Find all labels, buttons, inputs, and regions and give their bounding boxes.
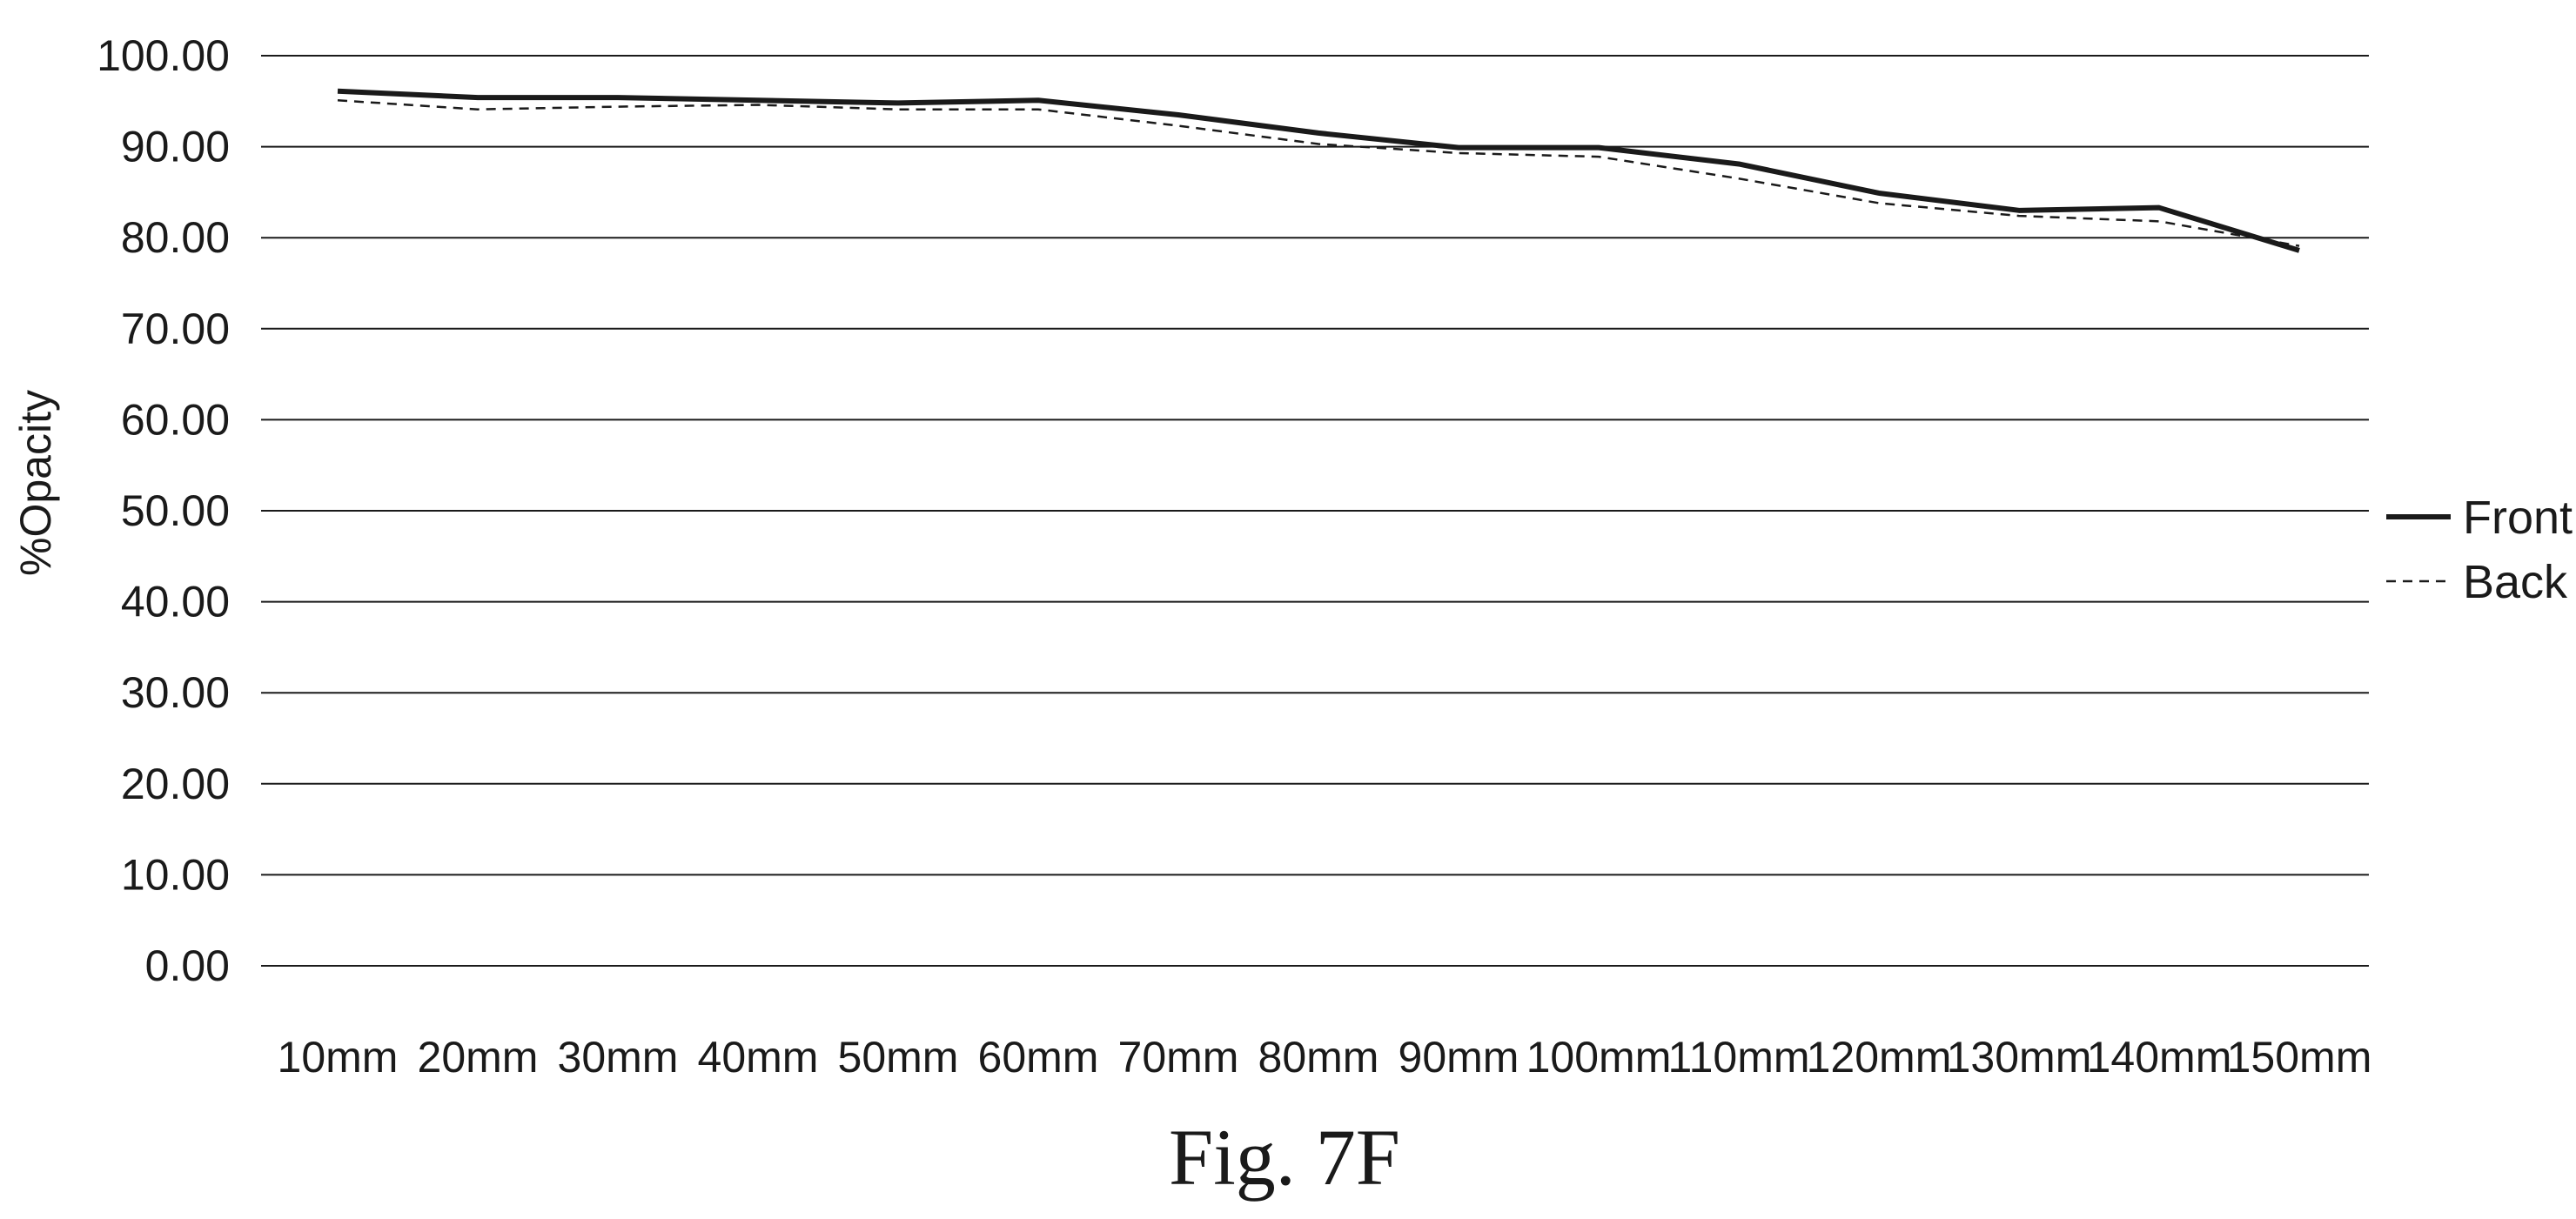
y-tick-label: 100.00 (97, 31, 230, 80)
y-tick-label: 40.00 (121, 578, 230, 626)
x-tick-label: 130mm (1947, 1033, 2092, 1082)
y-tick-label: 70.00 (121, 305, 230, 353)
y-tick-label: 30.00 (121, 668, 230, 717)
y-tick-label: 80.00 (121, 213, 230, 262)
x-tick-label: 100mm (1526, 1033, 1672, 1082)
series-lines (337, 88, 2300, 253)
x-tick-label: 150mm (2227, 1033, 2372, 1082)
x-tick-label: 110mm (1667, 1033, 1809, 1082)
y-tick-label: 0.00 (145, 941, 230, 990)
x-tick-label: 10mm (278, 1033, 399, 1082)
y-tick-label: 10.00 (121, 850, 230, 899)
series-line-back (337, 99, 2300, 247)
x-tick-label: 40mm (698, 1033, 819, 1082)
x-tick-label: 140mm (2087, 1033, 2232, 1082)
x-tick-label: 120mm (1807, 1033, 1952, 1082)
x-tick-label: 70mm (1118, 1033, 1239, 1082)
figure-caption: Fig. 7F (1169, 1113, 1400, 1202)
x-tick-label: 90mm (1399, 1033, 1519, 1082)
y-axis-title: %Opacity (11, 390, 60, 576)
x-tick-label: 50mm (838, 1033, 959, 1082)
grid-lines (261, 55, 2369, 967)
y-tick-label: 90.00 (121, 123, 230, 171)
x-tick-label: 80mm (1258, 1033, 1379, 1082)
series-line-front (337, 88, 2300, 253)
y-axis-ticks: 0.00 10.00 20.00 30.00 40.00 50.00 60.00 70.00 8… (97, 31, 230, 990)
x-tick-label: 60mm (978, 1033, 1099, 1082)
x-tick-label: 30mm (558, 1033, 679, 1082)
x-axis-ticks: 10mm 20mm 30mm 40mm 50mm 60mm 70mm 80mm 90mm 100m… (278, 1033, 2372, 1082)
x-tick-label: 20mm (418, 1033, 539, 1082)
y-tick-label: 50.00 (121, 486, 230, 535)
legend: Front Back (2386, 492, 2573, 608)
y-tick-label: 60.00 (121, 395, 230, 444)
y-tick-label: 20.00 (121, 760, 230, 808)
legend-label-front: Front (2463, 492, 2573, 544)
legend-label-back: Back (2463, 556, 2568, 608)
